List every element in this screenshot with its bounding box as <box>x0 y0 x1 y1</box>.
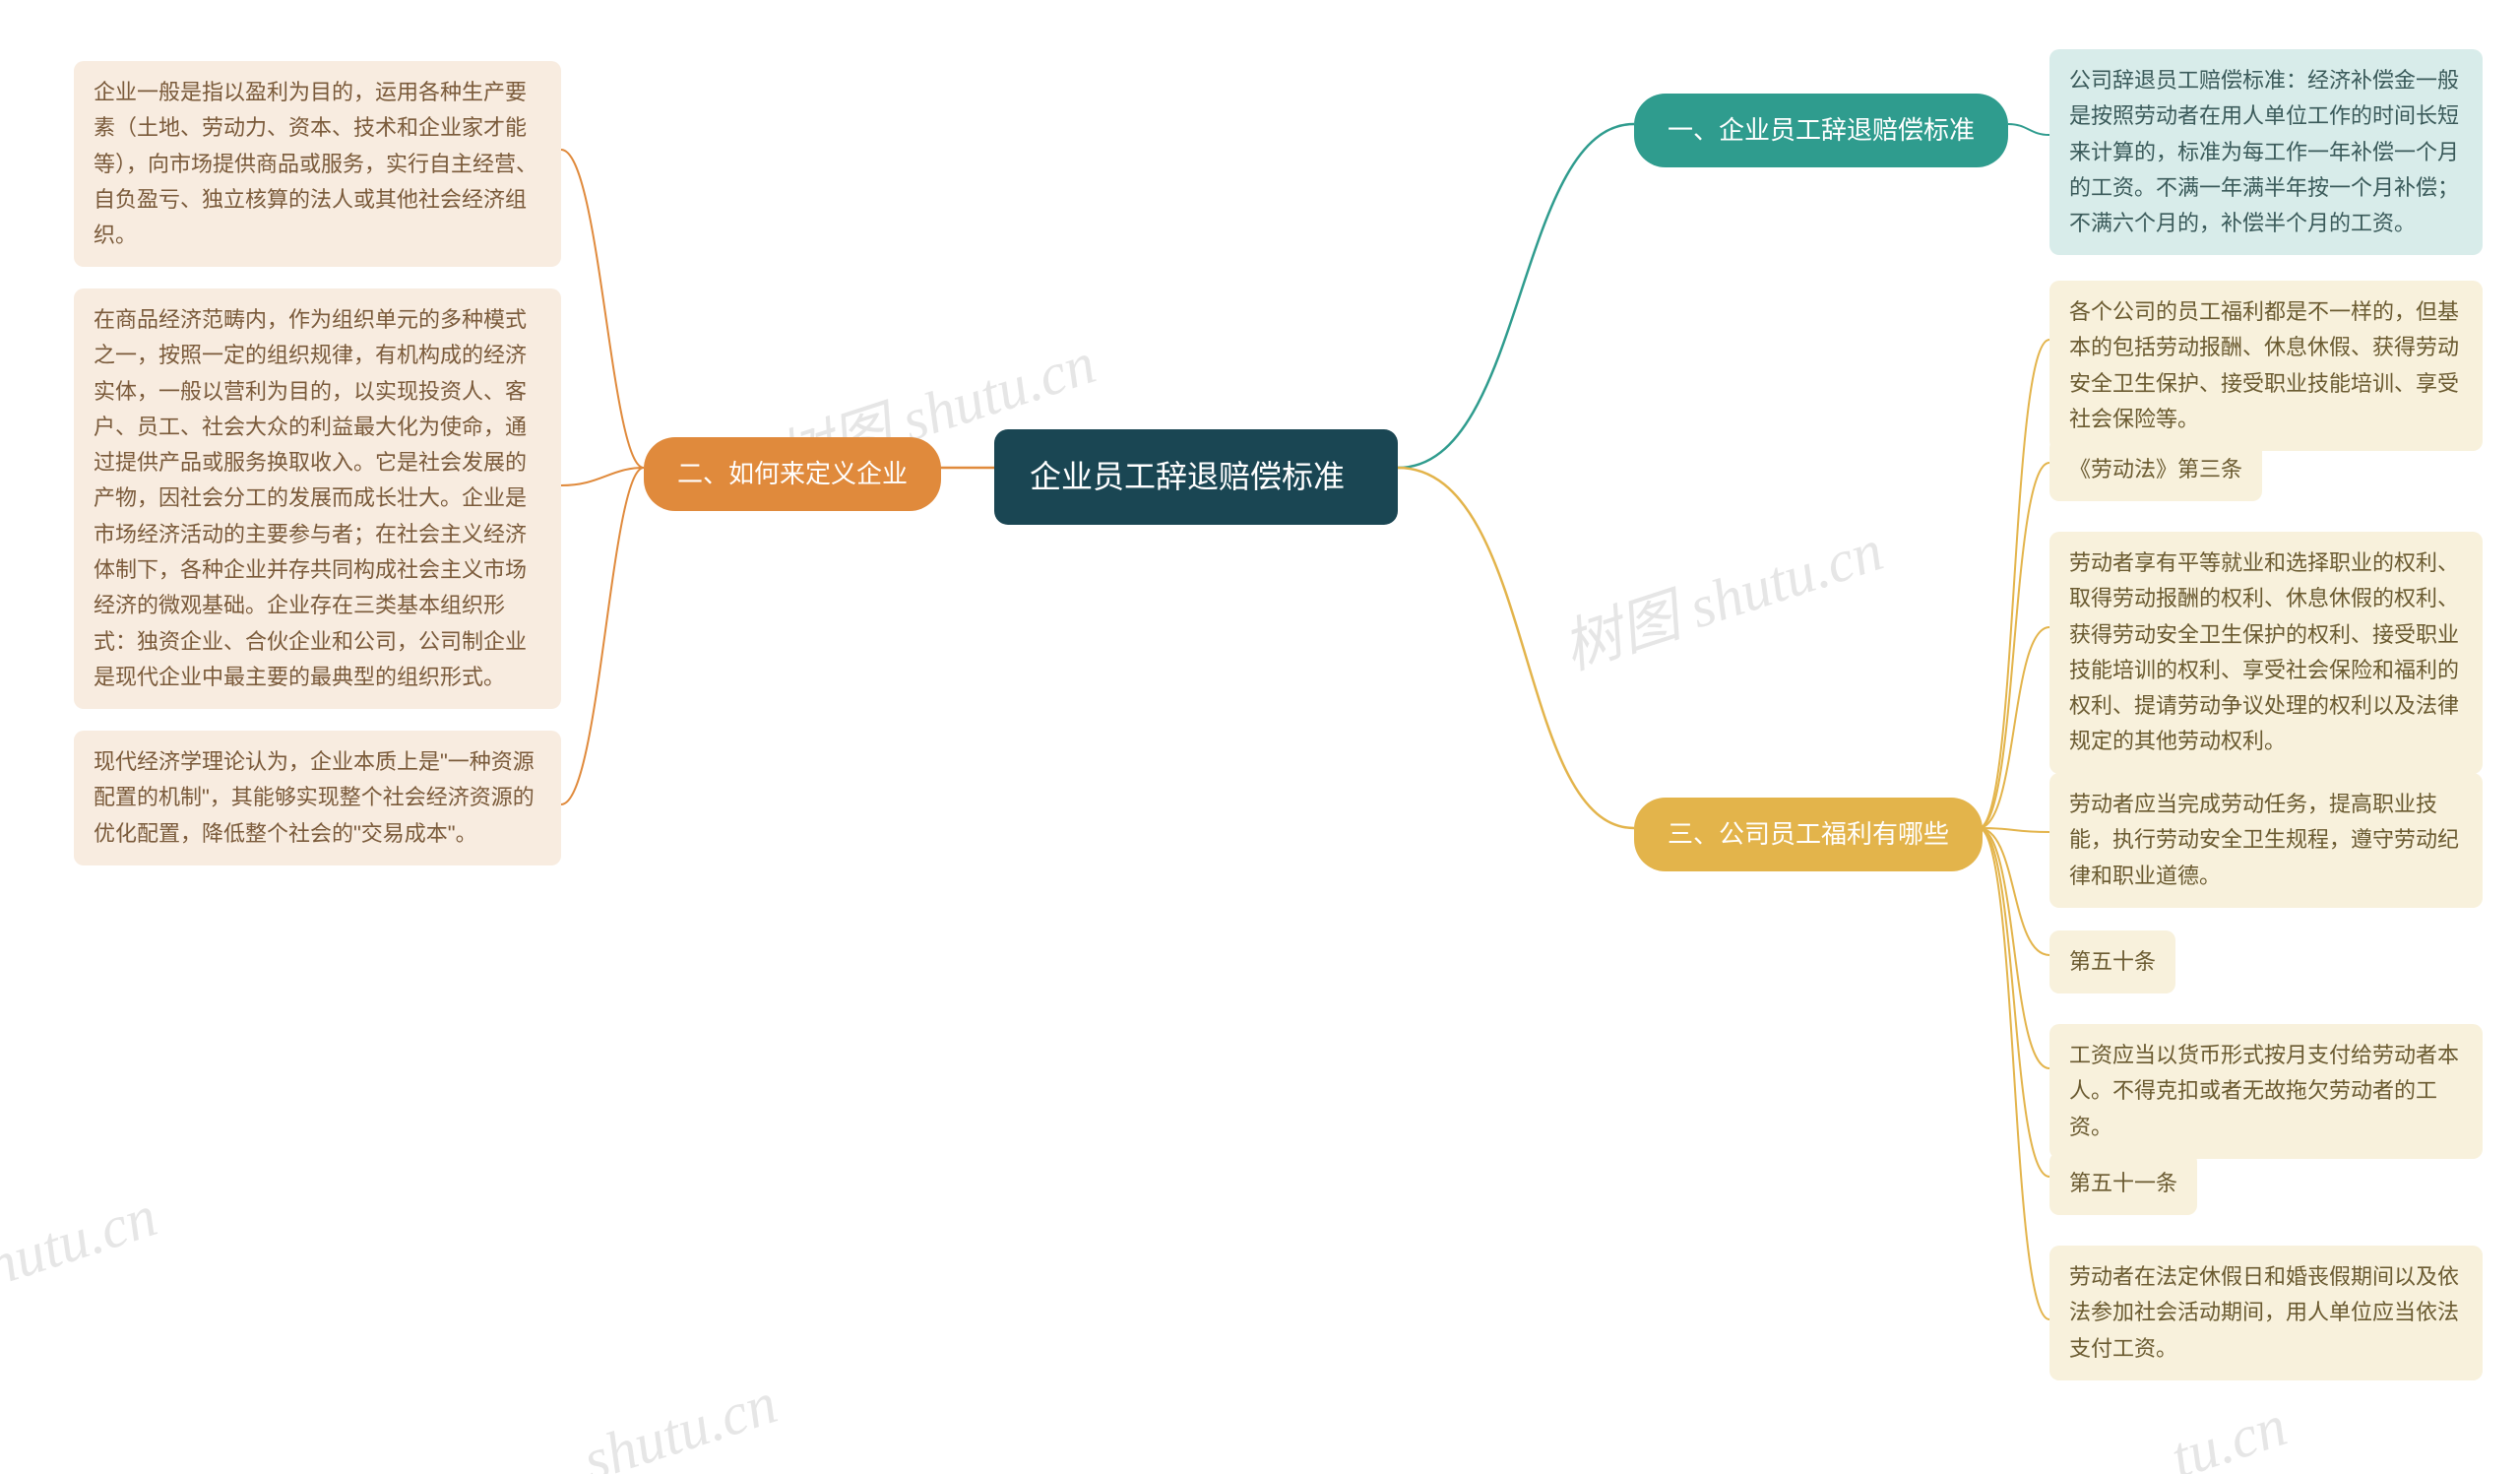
leaf-node[interactable]: 劳动者在法定休假日和婚丧假期间以及依法参加社会活动期间，用人单位应当依法支付工资… <box>2049 1246 2483 1380</box>
leaf-node[interactable]: 劳动者应当完成劳动任务，提高职业技能，执行劳动安全卫生规程，遵守劳动纪律和职业道… <box>2049 773 2483 908</box>
watermark: 树图 shutu.cn <box>1550 502 1892 686</box>
leaf-node[interactable]: 第五十一条 <box>2049 1152 2197 1215</box>
watermark: shutu.cn <box>0 1183 164 1309</box>
branch-define-enterprise[interactable]: 二、如何来定义企业 <box>644 437 941 511</box>
watermark: tu.cn <box>2163 1391 2295 1474</box>
watermark: shutu.cn <box>575 1370 785 1474</box>
leaf-node[interactable]: 各个公司的员工福利都是不一样的，但基本的包括劳动报酬、休息休假、获得劳动安全卫生… <box>2049 281 2483 451</box>
leaf-node[interactable]: 企业一般是指以盈利为目的，运用各种生产要素（土地、劳动力、资本、技术和企业家才能… <box>74 61 561 267</box>
branch-employee-benefits[interactable]: 三、公司员工福利有哪些 <box>1634 798 1983 871</box>
root-node[interactable]: 企业员工辞退赔偿标准 <box>994 429 1398 525</box>
leaf-node[interactable]: 《劳动法》第三条 <box>2049 438 2262 501</box>
mindmap-canvas: 树图 shutu.cn 树图 shutu.cn shutu.cn shutu.c… <box>0 0 2520 1474</box>
leaf-node[interactable]: 公司辞退员工赔偿标准：经济补偿金一般是按照劳动者在用人单位工作的时间长短来计算的… <box>2049 49 2483 255</box>
leaf-node[interactable]: 第五十条 <box>2049 930 2175 993</box>
leaf-node[interactable]: 劳动者享有平等就业和选择职业的权利、取得劳动报酬的权利、休息休假的权利、获得劳动… <box>2049 532 2483 774</box>
branch-compensation-standard[interactable]: 一、企业员工辞退赔偿标准 <box>1634 94 2008 167</box>
leaf-node[interactable]: 现代经济学理论认为，企业本质上是"一种资源配置的机制"，其能够实现整个社会经济资… <box>74 731 561 865</box>
leaf-node[interactable]: 工资应当以货币形式按月支付给劳动者本人。不得克扣或者无故拖欠劳动者的工资。 <box>2049 1024 2483 1159</box>
leaf-node[interactable]: 在商品经济范畴内，作为组织单元的多种模式之一，按照一定的组织规律，有机构成的经济… <box>74 288 561 709</box>
